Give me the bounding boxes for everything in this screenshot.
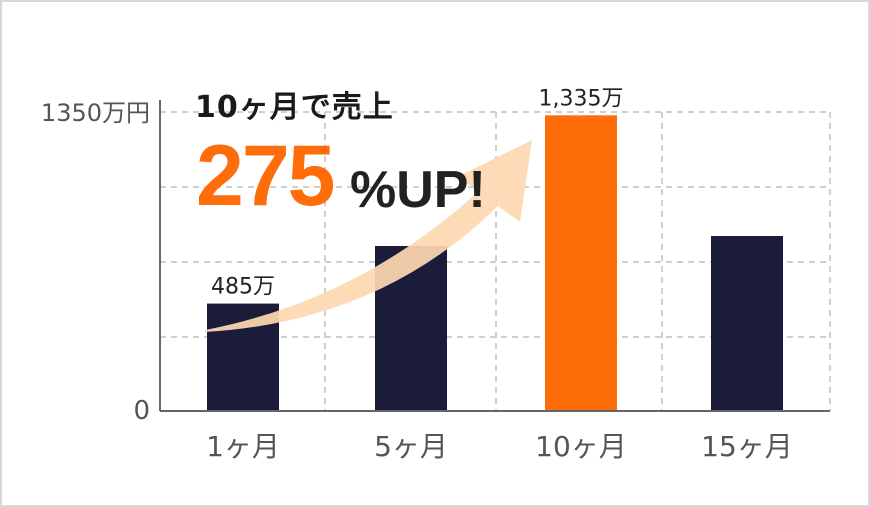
- y-tick-label: 1350万円: [41, 99, 150, 127]
- headline-text: 10ヶ月で売上: [195, 90, 394, 125]
- growth-suffix: %UP!: [350, 161, 486, 219]
- y-tick-label: 0: [133, 396, 150, 426]
- data-label: 485万: [211, 275, 275, 300]
- x-tick-label: 5ヶ月: [374, 430, 448, 463]
- growth-percent: 275: [196, 128, 335, 224]
- growth-arrow: [205, 140, 532, 332]
- x-tick-label: 10ヶ月: [535, 430, 627, 463]
- data-label: 1,335万: [539, 86, 624, 111]
- x-tick-label: 15ヶ月: [701, 430, 793, 463]
- bar-3: [545, 115, 617, 412]
- bar-4: [711, 236, 783, 411]
- x-tick-label: 1ヶ月: [206, 430, 280, 463]
